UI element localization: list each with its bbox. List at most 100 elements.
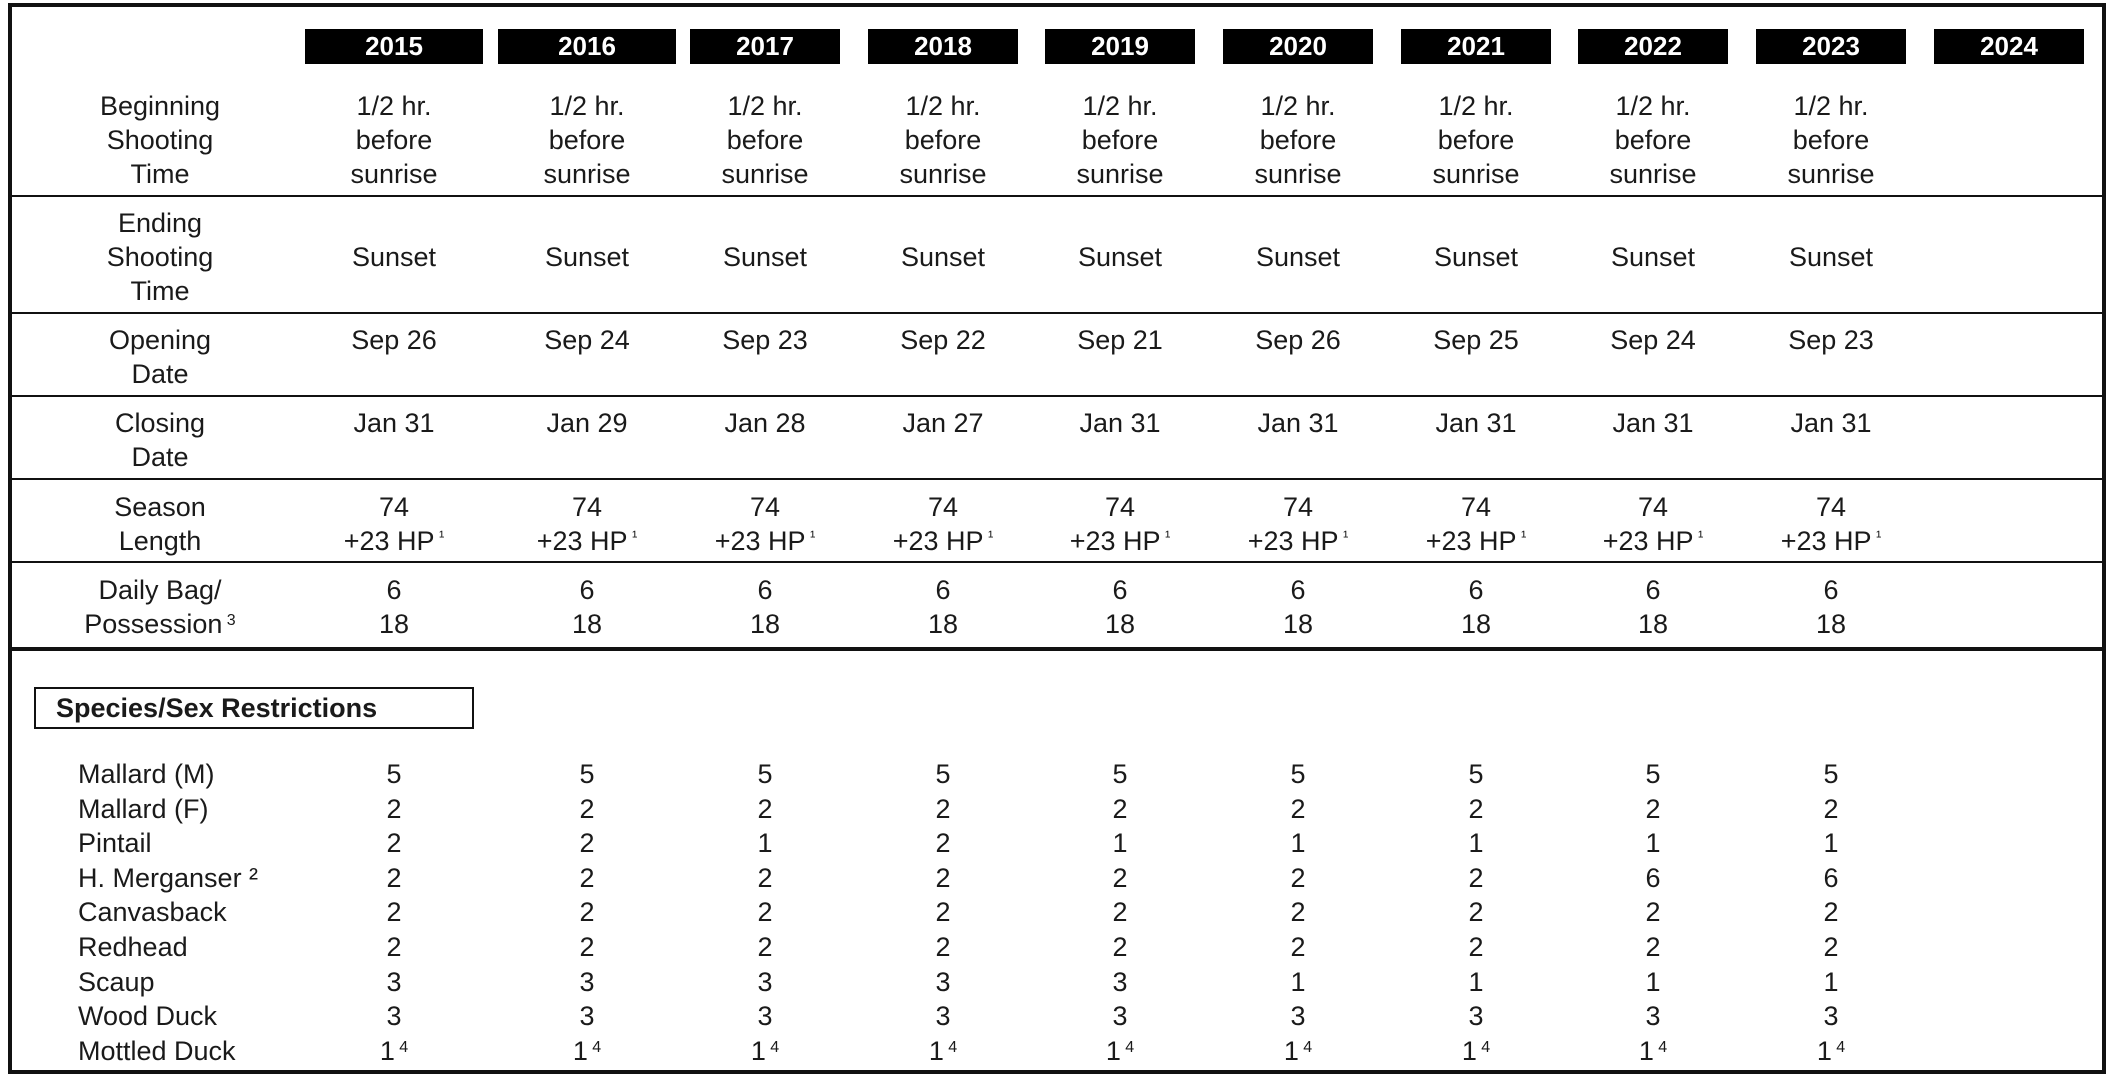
opening-date-cell-line: Sep 25	[1433, 325, 1519, 355]
bag-cell-line: 6	[757, 575, 773, 605]
species-limit-cell: 3	[386, 1001, 402, 1032]
species-limit-cell: 5	[1112, 759, 1128, 789]
opening-date-cell: Sep 25	[1376, 323, 1576, 357]
closing-date-cell-line: Jan 29	[546, 408, 628, 438]
footnote-marker: 4	[1120, 1038, 1135, 1056]
footnote-marker: 4	[1831, 1038, 1846, 1056]
row-divider	[12, 561, 2102, 563]
label-opening-date: Opening Date	[10, 323, 310, 391]
ending-time-cell-line: Sunset	[351, 242, 437, 272]
season-length-cell-line: 74	[571, 492, 603, 522]
beginning-time-cell-line: 1/2 hr.	[1438, 91, 1514, 121]
beginning-time-cell: 1/2 hr. before sunrise	[1553, 89, 1753, 191]
ending-time-cell-line: Sunset	[1788, 242, 1874, 272]
label-season-length: Season Length	[10, 490, 310, 558]
beginning-time-cell-line: 1/2 hr.	[1615, 91, 1691, 121]
season-length-cell-line: 74	[927, 492, 959, 522]
season-length-cell-line: +23 HP ¹	[1780, 526, 1882, 556]
species-limit-cell: 2	[757, 862, 773, 893]
species-limit-cell: 2	[386, 793, 402, 824]
species-label: Scaup	[78, 966, 155, 997]
closing-date-cell: Jan 31	[1553, 406, 1753, 440]
species-limit-cell: 2	[1290, 862, 1306, 893]
opening-date-cell-line: Sep 24	[544, 325, 630, 355]
bag-cell: 6 18	[843, 573, 1043, 641]
ending-time-cell: Sunset	[1198, 240, 1398, 274]
bag-cell: 6 18	[294, 573, 494, 641]
bag-cell-line: 18	[1282, 609, 1314, 639]
ending-time-cell-line: Sunset	[722, 242, 808, 272]
beginning-time-cell-line: 1/2 hr.	[356, 91, 432, 121]
season-length-cell-line: 74	[1104, 492, 1136, 522]
beginning-time-cell: 1/2 hr. before sunrise	[843, 89, 1043, 191]
footnote-marker: 4	[1476, 1038, 1491, 1056]
footnote-marker: ¹	[1338, 529, 1349, 546]
year-header-2021: 2021	[1401, 29, 1551, 64]
closing-date-cell: Jan 27	[843, 406, 1043, 440]
species-limit-cell: 2	[579, 828, 595, 859]
ending-time-cell-line: Sunset	[1610, 242, 1696, 272]
row-divider	[12, 395, 2102, 397]
season-length-cell-line: 74	[749, 492, 781, 522]
ending-time-cell: Sunset	[487, 240, 687, 274]
species-limit-cell: 2	[935, 862, 951, 893]
closing-date-cell: Jan 31	[1198, 406, 1398, 440]
beginning-time-cell-line: sunrise	[543, 159, 631, 189]
species-limit-cell: 1 4	[928, 1035, 958, 1066]
species-limit-cell: 1	[1468, 966, 1484, 997]
species-limit-cell: 2	[1645, 897, 1661, 928]
label-opening-date-line: Opening	[108, 325, 212, 355]
beginning-time-cell: 1/2 hr. before sunrise	[294, 89, 494, 191]
species-limit-cell: 2	[1468, 862, 1484, 893]
species-limit-cell: 3	[1645, 1001, 1661, 1032]
closing-date-cell-line: Jan 31	[353, 408, 435, 438]
closing-date-cell: Jan 31	[1020, 406, 1220, 440]
beginning-time-cell-line: 1/2 hr.	[727, 91, 803, 121]
species-limit-cell: 2	[1112, 897, 1128, 928]
species-limit-cell: 3	[1112, 1001, 1128, 1032]
footnote-marker: ¹	[1516, 529, 1527, 546]
species-limit-cell: 2	[579, 932, 595, 962]
bag-cell-line: 6	[1112, 575, 1128, 605]
species-limit-cell: 2	[1112, 932, 1128, 962]
label-beginning-shooting-time-line: Shooting	[106, 125, 214, 155]
closing-date-cell: Jan 28	[665, 406, 865, 440]
species-label: Canvasback	[78, 897, 227, 928]
species-limit-cell: 5	[386, 759, 402, 789]
species-label: Redhead	[78, 932, 188, 962]
season-length-cell-line: +23 HP ¹	[536, 526, 638, 556]
bag-cell-line: 18	[749, 609, 781, 639]
season-length-cell: 74 +23 HP ¹	[665, 490, 865, 558]
year-header-2019: 2019	[1045, 29, 1195, 64]
species-limit-cell: 1	[1823, 828, 1839, 859]
species-label: Mallard (F)	[78, 793, 209, 824]
species-limit-cell: 2	[386, 828, 402, 859]
species-limit-cell: 2	[1645, 932, 1661, 962]
season-length-cell-line: +23 HP ¹	[892, 526, 994, 556]
species-limit-cell: 2	[935, 793, 951, 824]
opening-date-cell-line: Sep 23	[722, 325, 808, 355]
ending-time-cell: Sunset	[1376, 240, 1576, 274]
season-length-cell-line: +23 HP ¹	[1425, 526, 1527, 556]
species-limit-cell: 6	[1823, 862, 1839, 893]
footnote-marker: ¹	[434, 529, 445, 546]
bag-cell-line: 18	[1460, 609, 1492, 639]
season-length-cell-line: +23 HP ¹	[343, 526, 445, 556]
species-limit-cell: 1 4	[572, 1035, 602, 1066]
species-limit-cell: 3	[579, 966, 595, 997]
season-length-cell-line: 74	[1460, 492, 1492, 522]
year-header-2024: 2024	[1934, 29, 2084, 64]
footnote-marker: ¹	[1160, 529, 1171, 546]
beginning-time-cell-line: before	[1792, 125, 1870, 155]
ending-time-cell-line: Sunset	[1255, 242, 1341, 272]
species-limit-cell: 2	[386, 897, 402, 928]
species-limit-cell: 3	[935, 1001, 951, 1032]
species-limit-cell: 3	[757, 966, 773, 997]
species-limit-cell: 2	[1468, 793, 1484, 824]
species-limit-cell: 1 4	[1283, 1035, 1313, 1066]
species-limit-cell: 1 4	[1105, 1035, 1135, 1066]
species-limit-cell: 2	[1823, 793, 1839, 824]
year-header-2015: 2015	[305, 29, 483, 64]
closing-date-cell-line: Jan 31	[1435, 408, 1517, 438]
bag-cell-line: 18	[378, 609, 410, 639]
